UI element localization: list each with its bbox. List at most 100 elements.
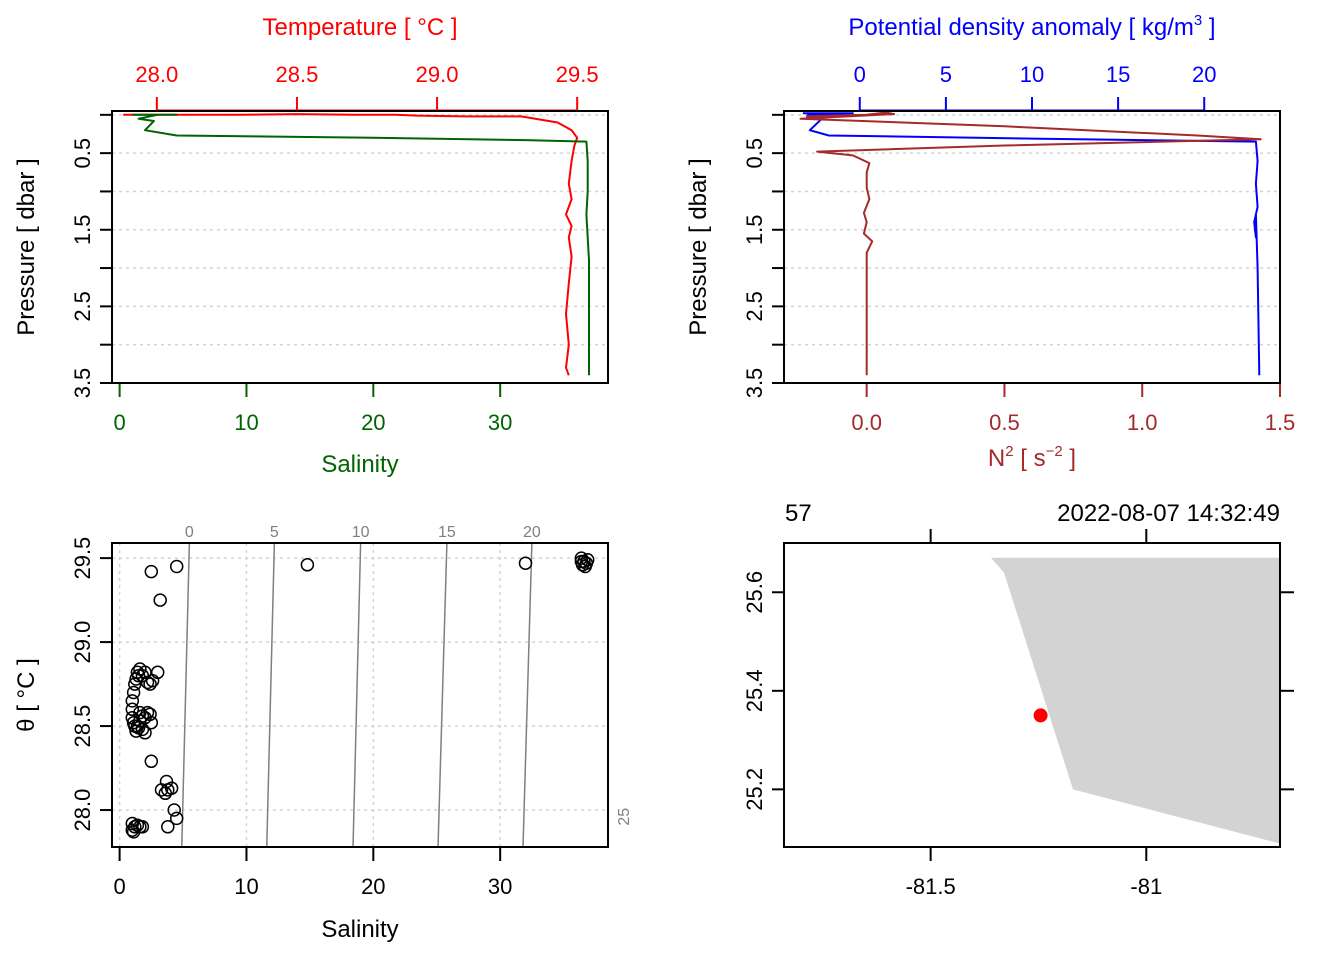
- station-id-label: 57: [785, 500, 812, 527]
- data-point: [131, 668, 146, 683]
- data-point: [143, 677, 157, 691]
- y-tick-label: 0.5: [742, 138, 767, 169]
- series-line-salinity: [132, 113, 590, 376]
- top-x-tick-label: 29.5: [556, 62, 599, 87]
- top-axis-title: Temperature [ °C ]: [263, 14, 458, 41]
- data-point: [126, 685, 141, 700]
- x-tick-label: -81.5: [906, 874, 956, 899]
- y-tick-label: 25.4: [742, 669, 767, 712]
- panel-profile-density-n2: Potential density anomaly [ kg/m3 ] N2 […: [685, 12, 1295, 472]
- data-point: [161, 820, 175, 834]
- data-point: [167, 803, 181, 817]
- isopycnal-line: [181, 542, 191, 848]
- y-tick-label: 28.5: [70, 705, 95, 748]
- data-point: [518, 556, 533, 570]
- data-point: [133, 705, 147, 720]
- bottom-x-tick-label: 30: [488, 410, 512, 435]
- y-tick-label: 3.5: [70, 368, 95, 399]
- isopycnal-line: [352, 542, 362, 848]
- isopycnal-label: 10: [352, 524, 370, 541]
- bottom-x-tick-label: 0: [113, 410, 125, 435]
- bottom-axis-title: Salinity: [321, 451, 398, 478]
- panel-ts-diagram: Salinity θ [ °C ] 0 5 10 15 20 25 0 10 20 30 28.0…: [13, 524, 633, 943]
- y-tick-label: 25.2: [742, 768, 767, 811]
- y-tick-label: 2.5: [70, 291, 95, 322]
- y-tick-label: 28.0: [70, 789, 95, 832]
- bottom-axis-title: N2 [ s−2 ]: [988, 443, 1076, 472]
- station-time-label: 2022-08-07 14:32:49: [1057, 500, 1280, 527]
- x-tick-label: -81: [1130, 874, 1162, 899]
- plot-frame: [783, 542, 1281, 848]
- x-tick-label: 20: [361, 874, 385, 899]
- data-lines: [799, 111, 1262, 376]
- isopycnal-line: [522, 542, 533, 848]
- land-polygon: [991, 557, 1280, 844]
- top-x-tick-label: 15: [1106, 62, 1130, 87]
- isopycnal-label: 20: [523, 524, 541, 541]
- x-tick-label: 10: [234, 874, 258, 899]
- isopycnals: 0 5 10 15 20 25: [181, 524, 633, 848]
- y-axis-title: θ [ °C ]: [13, 658, 40, 732]
- data-point: [153, 593, 167, 607]
- data-point: [574, 551, 589, 565]
- data-point: [574, 554, 589, 569]
- y-tick-label: 29.5: [70, 537, 95, 580]
- y-tick-label: 3.5: [742, 368, 767, 399]
- x-tick-label: 30: [488, 874, 512, 899]
- data-lines: [123, 113, 590, 376]
- top-x-tick-label: 28.5: [276, 62, 319, 87]
- axis-ticks: 0.5 1.5 2.5 3.5 28.0 28.5 29.0 29.5 0 10 20 30: [70, 62, 599, 435]
- y-axis-title: Pressure [ dbar ]: [13, 158, 40, 335]
- x-axis-title: Salinity: [321, 916, 398, 943]
- panel-profile-temperature-salinity: Temperature [ °C ] Salinity Pressure [ d…: [13, 14, 609, 478]
- data-point: [138, 726, 152, 740]
- series-line-temperature: [123, 113, 579, 376]
- axis-ticks: 0 10 20 30 28.0 28.5 29.0 29.5: [70, 537, 512, 899]
- isopycnal-label: 15: [438, 524, 456, 541]
- data-point: [158, 786, 173, 801]
- bottom-x-tick-label: 0.5: [989, 410, 1020, 435]
- data-point: [580, 553, 595, 567]
- top-x-tick-label: 29.0: [416, 62, 459, 87]
- top-x-tick-label: 10: [1020, 62, 1044, 87]
- bottom-x-tick-label: 10: [234, 410, 258, 435]
- isopycnal-label: 25: [616, 808, 633, 826]
- data-point: [144, 564, 159, 579]
- y-tick-label: 25.6: [742, 571, 767, 614]
- y-axis-title: Pressure [ dbar ]: [685, 158, 712, 335]
- isopycnal-label: 0: [185, 524, 194, 541]
- y-tick-label: 1.5: [742, 214, 767, 245]
- station: [1033, 708, 1048, 723]
- bottom-x-tick-label: 0.0: [851, 410, 882, 435]
- y-tick-label: 1.5: [70, 214, 95, 245]
- plot-frame: [783, 110, 1281, 384]
- isopycnal-label: 5: [270, 524, 279, 541]
- isopycnal-line: [437, 542, 448, 848]
- land: [991, 557, 1280, 844]
- bottom-x-tick-label: 20: [361, 410, 385, 435]
- panel-station-map: 57 2022-08-07 14:32:49 -81.5 -81 25.2 25.4 2…: [742, 500, 1294, 899]
- data-point: [130, 719, 145, 733]
- data-point: [145, 673, 160, 688]
- data-point: [300, 558, 315, 572]
- data-point: [144, 754, 159, 769]
- data-point: [125, 702, 140, 717]
- bottom-x-tick-label: 1.5: [1265, 410, 1296, 435]
- data-point: [143, 707, 157, 722]
- data-point: [125, 694, 140, 708]
- series-line-n2: [799, 111, 1262, 376]
- data-point: [169, 811, 184, 826]
- y-tick-label: 2.5: [742, 291, 767, 322]
- x-tick-label: 0: [113, 874, 125, 899]
- data-points: [125, 551, 595, 839]
- data-point: [126, 825, 141, 839]
- plot-frame: [111, 110, 609, 384]
- data-point: [169, 559, 184, 574]
- y-tick-label: 0.5: [70, 138, 95, 169]
- axis-ticks: 0.5 1.5 2.5 3.5 0 5 10 15 20 0.0 0.5 1.0 1.5: [742, 62, 1295, 435]
- top-x-tick-label: 5: [940, 62, 952, 87]
- top-axis-title: Potential density anomaly [ kg/m3 ]: [848, 12, 1215, 41]
- grid: [112, 114, 608, 384]
- y-tick-label: 29.0: [70, 621, 95, 664]
